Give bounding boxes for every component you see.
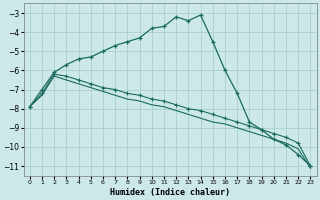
X-axis label: Humidex (Indice chaleur): Humidex (Indice chaleur): [110, 188, 230, 197]
